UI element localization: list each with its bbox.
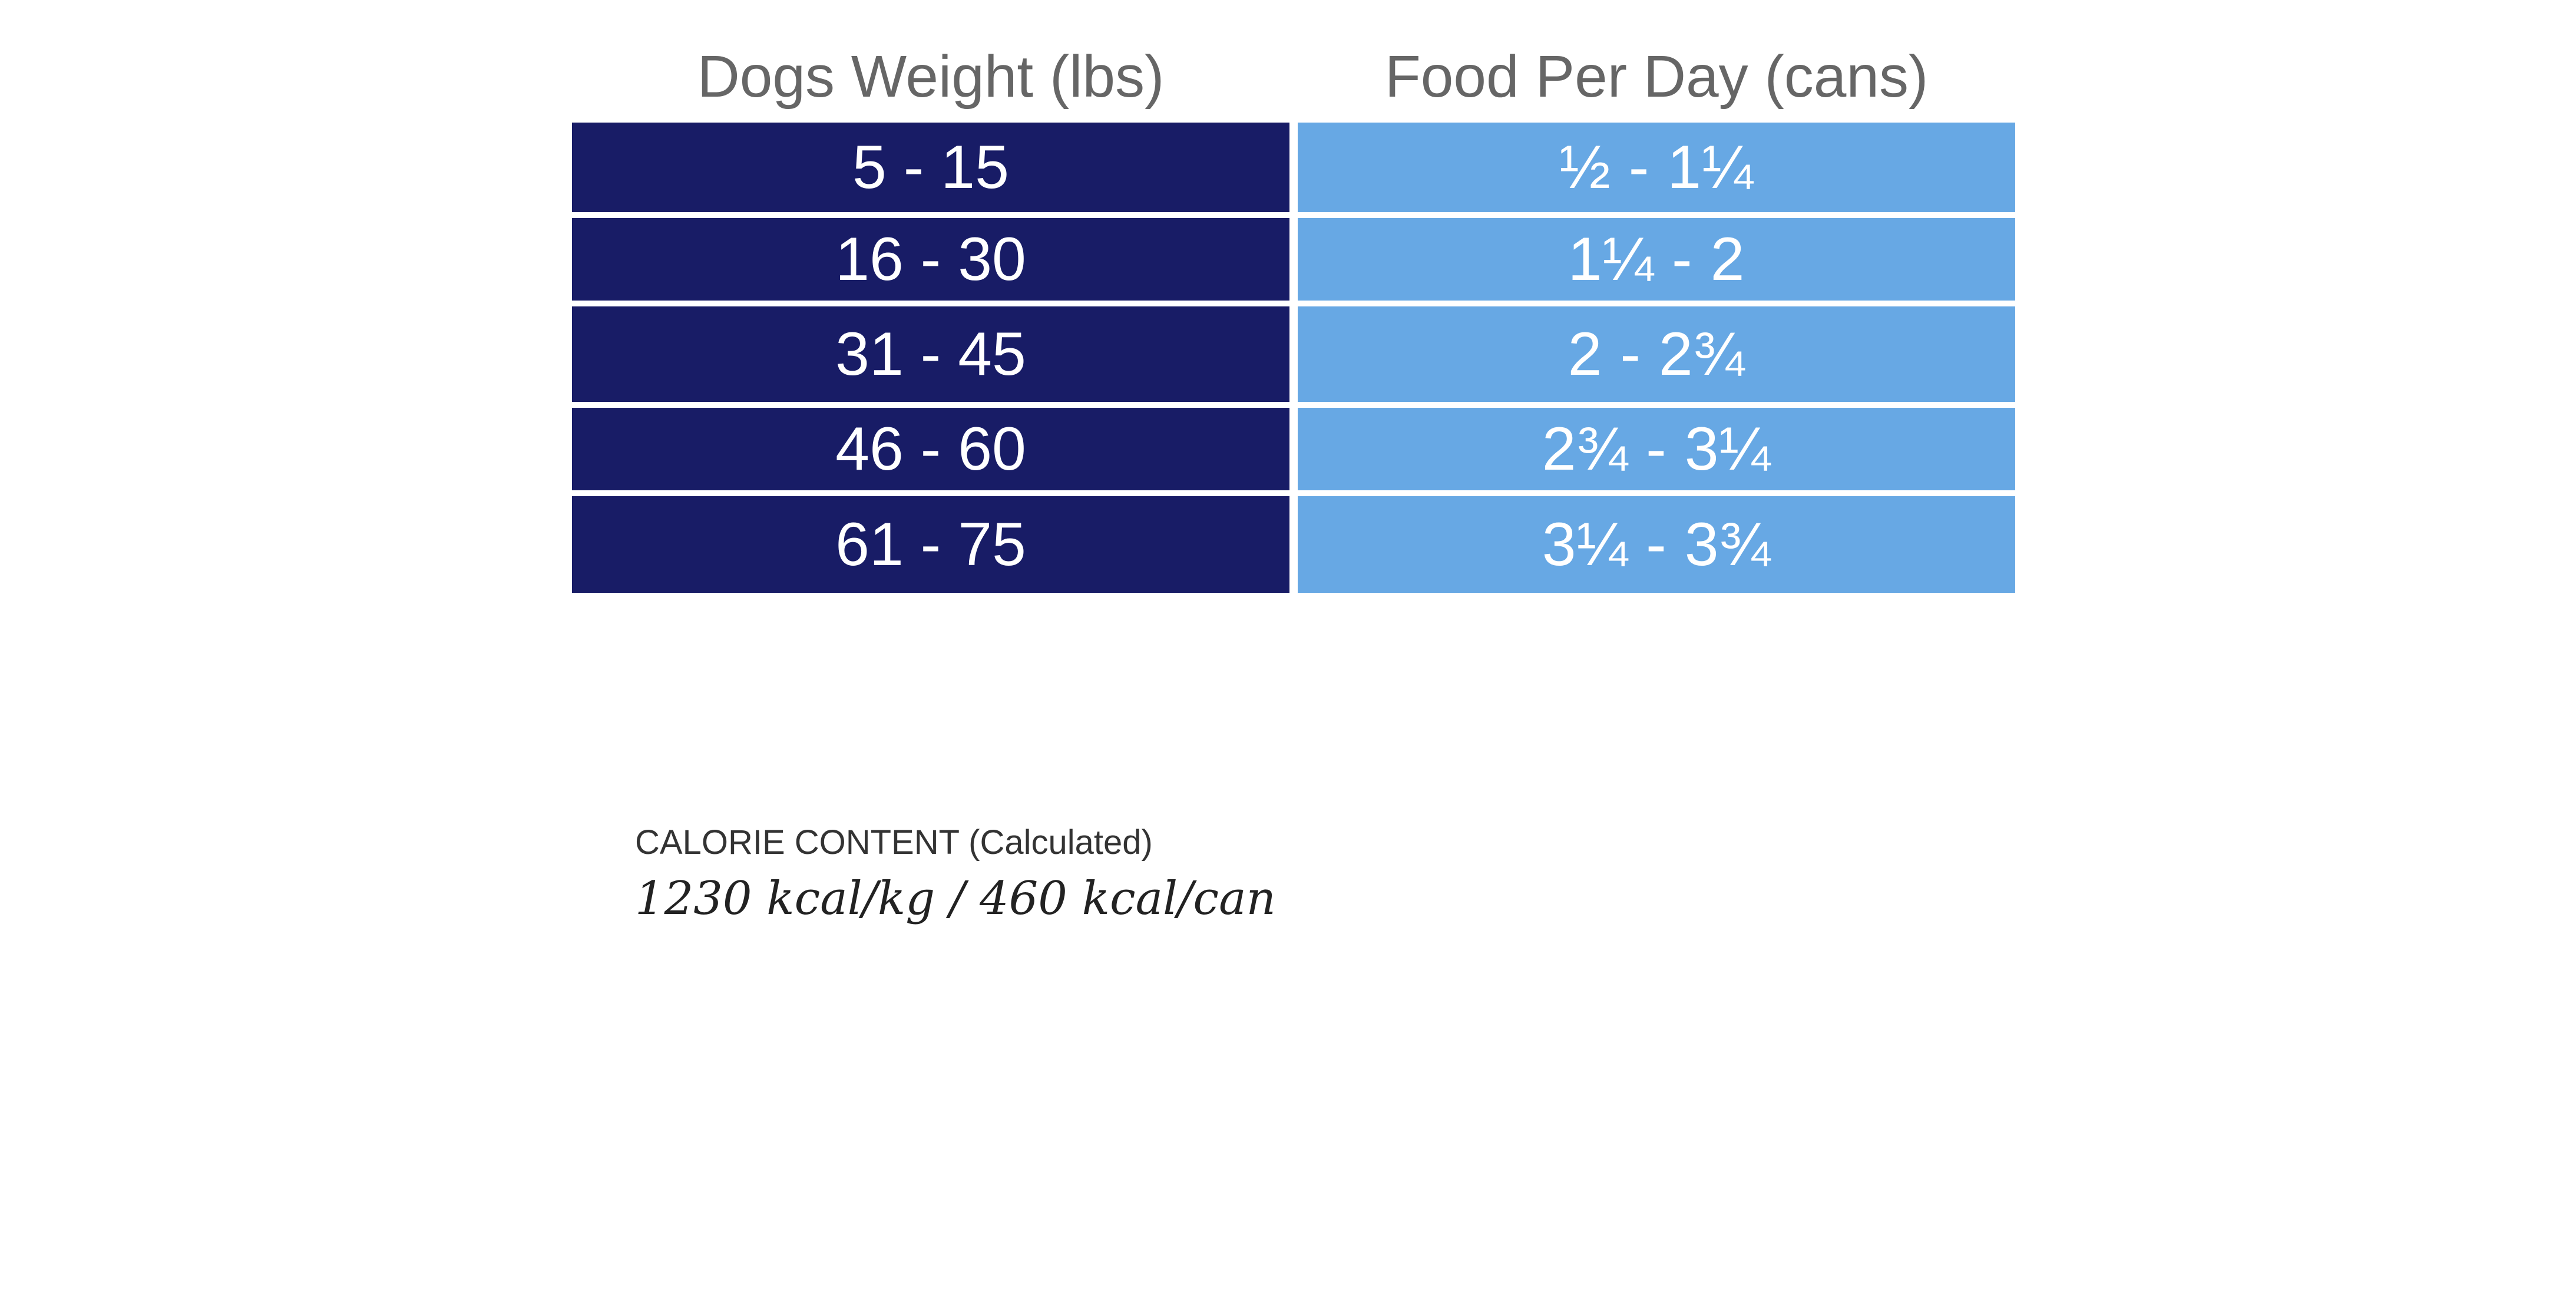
table-row: 16 - 30 1¼ - 2 — [572, 218, 2015, 301]
food-cell: 2 - 2¾ — [1298, 306, 2015, 402]
weight-cell: 46 - 60 — [572, 408, 1289, 490]
food-cell: 3¼ - 3¾ — [1298, 496, 2015, 593]
table-body: 5 - 15 ½ - 1¼ 16 - 30 1¼ - 2 31 - 45 2 -… — [572, 123, 2015, 599]
calorie-content-value: 1230 kcal/kg / 460 kcal/can — [635, 872, 1276, 925]
table-header-row: Dogs Weight (lbs) Food Per Day (cans) — [572, 35, 2015, 118]
weight-cell: 61 - 75 — [572, 496, 1289, 593]
table-row: 61 - 75 3¼ - 3¾ — [572, 496, 2015, 593]
food-cell: 2¾ - 3¼ — [1298, 408, 2015, 490]
table-row: 31 - 45 2 - 2¾ — [572, 306, 2015, 402]
weight-cell: 31 - 45 — [572, 306, 1289, 402]
food-cell: ½ - 1¼ — [1298, 123, 2015, 212]
weight-column-header: Dogs Weight (lbs) — [697, 44, 1165, 110]
calorie-content: CALORIE CONTENT (Calculated) 1230 kcal/k… — [635, 819, 1813, 931]
table-row: 5 - 15 ½ - 1¼ — [572, 123, 2015, 212]
food-column-header: Food Per Day (cans) — [1384, 44, 1929, 110]
calorie-content-label: CALORIE CONTENT (Calculated) — [635, 823, 1153, 862]
weight-cell: 5 - 15 — [572, 123, 1289, 212]
table-row: 46 - 60 2¾ - 3¼ — [572, 408, 2015, 490]
food-cell: 1¼ - 2 — [1298, 218, 2015, 301]
weight-cell: 16 - 30 — [572, 218, 1289, 301]
